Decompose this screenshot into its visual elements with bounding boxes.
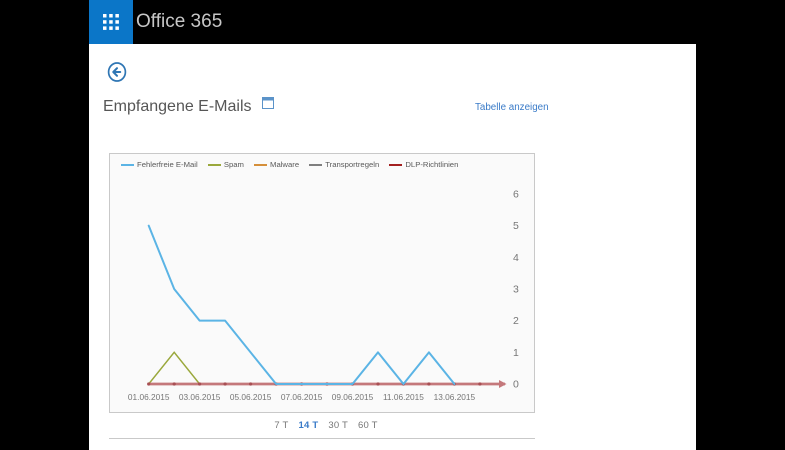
svg-text:09.06.2015: 09.06.2015 [332,392,374,402]
svg-text:4: 4 [513,252,519,264]
svg-text:1: 1 [513,347,519,359]
svg-text:13.06.2015: 13.06.2015 [434,392,476,402]
svg-text:05.06.2015: 05.06.2015 [230,392,272,402]
svg-text:01.06.2015: 01.06.2015 [128,392,170,402]
svg-text:11.06.2015: 11.06.2015 [383,392,424,402]
svg-text:5: 5 [513,220,519,232]
svg-text:6: 6 [513,189,519,201]
svg-text:2: 2 [513,315,519,327]
svg-text:03.06.2015: 03.06.2015 [179,392,221,402]
svg-text:3: 3 [513,284,519,296]
svg-text:07.06.2015: 07.06.2015 [281,392,323,402]
svg-text:0: 0 [513,379,519,391]
